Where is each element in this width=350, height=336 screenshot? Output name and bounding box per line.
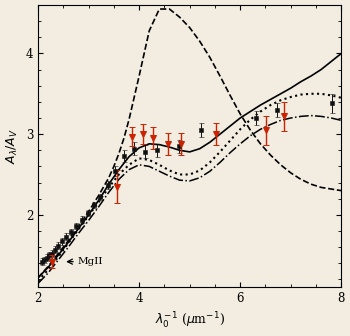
Text: MgII: MgII bbox=[77, 257, 103, 266]
X-axis label: $\lambda_0^{-1}$ ($\mu$m$^{-1}$): $\lambda_0^{-1}$ ($\mu$m$^{-1}$) bbox=[155, 311, 225, 331]
Y-axis label: $A_\lambda/A_V$: $A_\lambda/A_V$ bbox=[5, 128, 20, 164]
